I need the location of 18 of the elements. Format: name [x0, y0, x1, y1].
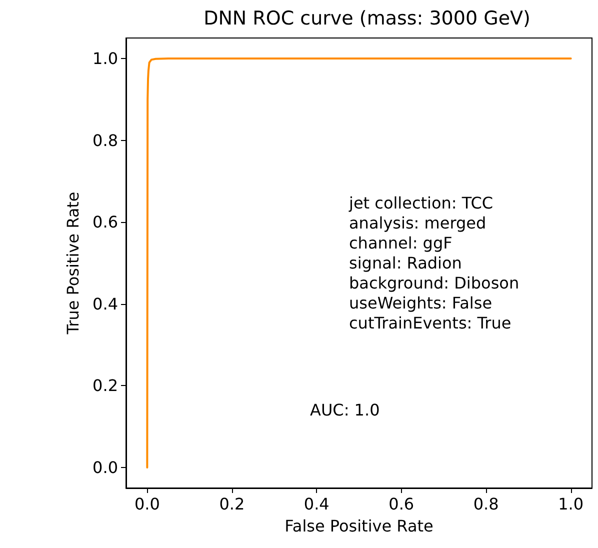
y-tick-label: 1.0	[92, 48, 118, 68]
annotation: AUC: 1.0	[310, 400, 380, 420]
x-tick-label: 0.4	[304, 494, 330, 514]
y-tick-label: 0.8	[92, 130, 118, 150]
y-tick-label: 0.0	[92, 458, 118, 478]
x-tick-label: 0.2	[219, 494, 245, 514]
x-tick-label: 0.6	[388, 494, 414, 514]
y-axis-title: True Positive Rate	[64, 192, 82, 336]
y-tick-label: 0.6	[92, 212, 118, 232]
x-tick-label: 0.8	[473, 494, 499, 514]
x-tick-label: 0.0	[134, 494, 160, 514]
x-tick-label: 1.0	[558, 494, 584, 514]
x-axis-title: False Positive Rate	[284, 516, 434, 536]
y-tick-label: 0.2	[92, 376, 118, 396]
chart-title: DNN ROC curve (mass: 3000 GeV)	[204, 8, 530, 30]
annotation: jet collection: TCC analysis: merged channel: ggF signal: Radion background: Diboson useWeights: False cutTrainEvents: True	[348, 194, 520, 332]
y-tick-label: 0.4	[92, 294, 118, 314]
line-series	[146, 57, 572, 469]
